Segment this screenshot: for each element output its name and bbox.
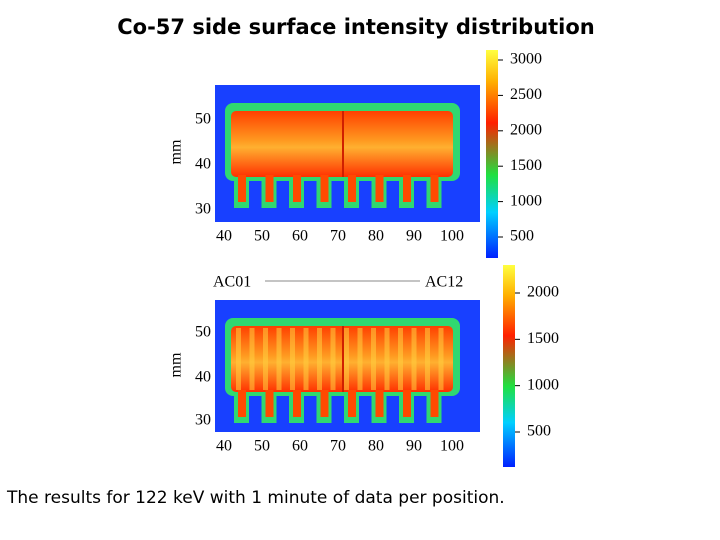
label-right: AC12: [425, 274, 463, 291]
heatmap-stripe: [236, 328, 241, 390]
colorbar-tick-label: 2500: [510, 86, 542, 103]
heatmap-stripe: [330, 328, 336, 390]
heatmap-stripe: [276, 328, 282, 390]
label-left: AC01: [213, 274, 251, 291]
heatmap-leg: [403, 175, 411, 202]
x-tick-label: 40: [216, 228, 232, 245]
heatmap-stripe: [384, 328, 390, 390]
heatmap-leg: [265, 390, 274, 417]
heatmap-stripe: [344, 328, 349, 390]
heatmap-stripe: [411, 328, 417, 390]
heatmap-stripe: [398, 328, 403, 390]
heatmap-leg: [375, 175, 384, 202]
y-axis-label: mm: [168, 139, 185, 164]
colorbar-tick-label: 500: [510, 228, 534, 245]
heatmap-leg: [430, 175, 439, 202]
x-tick-label: 100: [440, 438, 464, 455]
heatmap-stripe: [438, 328, 444, 390]
heatmap-stripe: [303, 328, 309, 390]
x-tick-label: 50: [254, 438, 270, 455]
heatmap-stripe: [317, 328, 322, 390]
colorbar-tick-label: 3000: [510, 51, 542, 68]
heatmap-leg: [403, 390, 411, 417]
x-tick-label: 80: [368, 438, 384, 455]
colorbar-tick-label: 2000: [527, 284, 559, 301]
heatmap-stripe: [249, 328, 255, 390]
x-tick-label: 50: [254, 228, 270, 245]
heatmap-leg: [320, 390, 329, 417]
y-axis-label: mm: [168, 352, 185, 377]
y-tick-label: 50: [195, 324, 211, 341]
colorbar-tick-label: 2000: [510, 121, 542, 138]
y-tick-label: 30: [195, 412, 211, 429]
heatmap-leg: [293, 175, 301, 202]
x-tick-label: 40: [216, 438, 232, 455]
x-tick-label: 70: [330, 228, 346, 245]
heatmap-leg: [348, 175, 356, 202]
colorbar-tick-label: 1500: [510, 157, 542, 174]
y-tick-label: 50: [195, 111, 211, 128]
heatmap-leg: [430, 390, 439, 417]
heatmap-leg: [320, 175, 329, 202]
heatmap-leg: [293, 390, 301, 417]
x-tick-label: 60: [292, 228, 308, 245]
x-tick-label: 90: [406, 228, 422, 245]
heatmap-leg: [265, 175, 274, 202]
colorbar-tick-label: 1500: [527, 330, 559, 347]
y-tick-label: 40: [195, 156, 211, 173]
x-tick-label: 70: [330, 438, 346, 455]
heatmap-leg: [238, 390, 246, 417]
colorbar: [486, 50, 498, 258]
heatmap-stripe: [290, 328, 295, 390]
y-tick-label: 40: [195, 369, 211, 386]
caption: The results for 122 keV with 1 minute of…: [6, 488, 505, 508]
x-tick-label: 60: [292, 438, 308, 455]
heatmap-leg: [348, 390, 356, 417]
colorbar-tick-label: 1000: [527, 376, 559, 393]
colorbar-tick-label: 1000: [510, 192, 542, 209]
heatmap-leg: [375, 390, 384, 417]
heatmap-stripe: [357, 328, 363, 390]
x-tick-label: 90: [406, 438, 422, 455]
x-tick-label: 80: [368, 228, 384, 245]
heatmap-stripe: [425, 328, 430, 390]
heatmap-leg: [238, 175, 246, 202]
y-tick-label: 30: [195, 201, 211, 218]
x-tick-label: 100: [440, 228, 464, 245]
colorbar: [503, 265, 515, 467]
title: Co-57 side surface intensity distributio…: [117, 15, 595, 39]
heatmap-stripe: [371, 328, 376, 390]
colorbar-tick-label: 500: [527, 423, 551, 440]
heatmap-stripe: [263, 328, 268, 390]
